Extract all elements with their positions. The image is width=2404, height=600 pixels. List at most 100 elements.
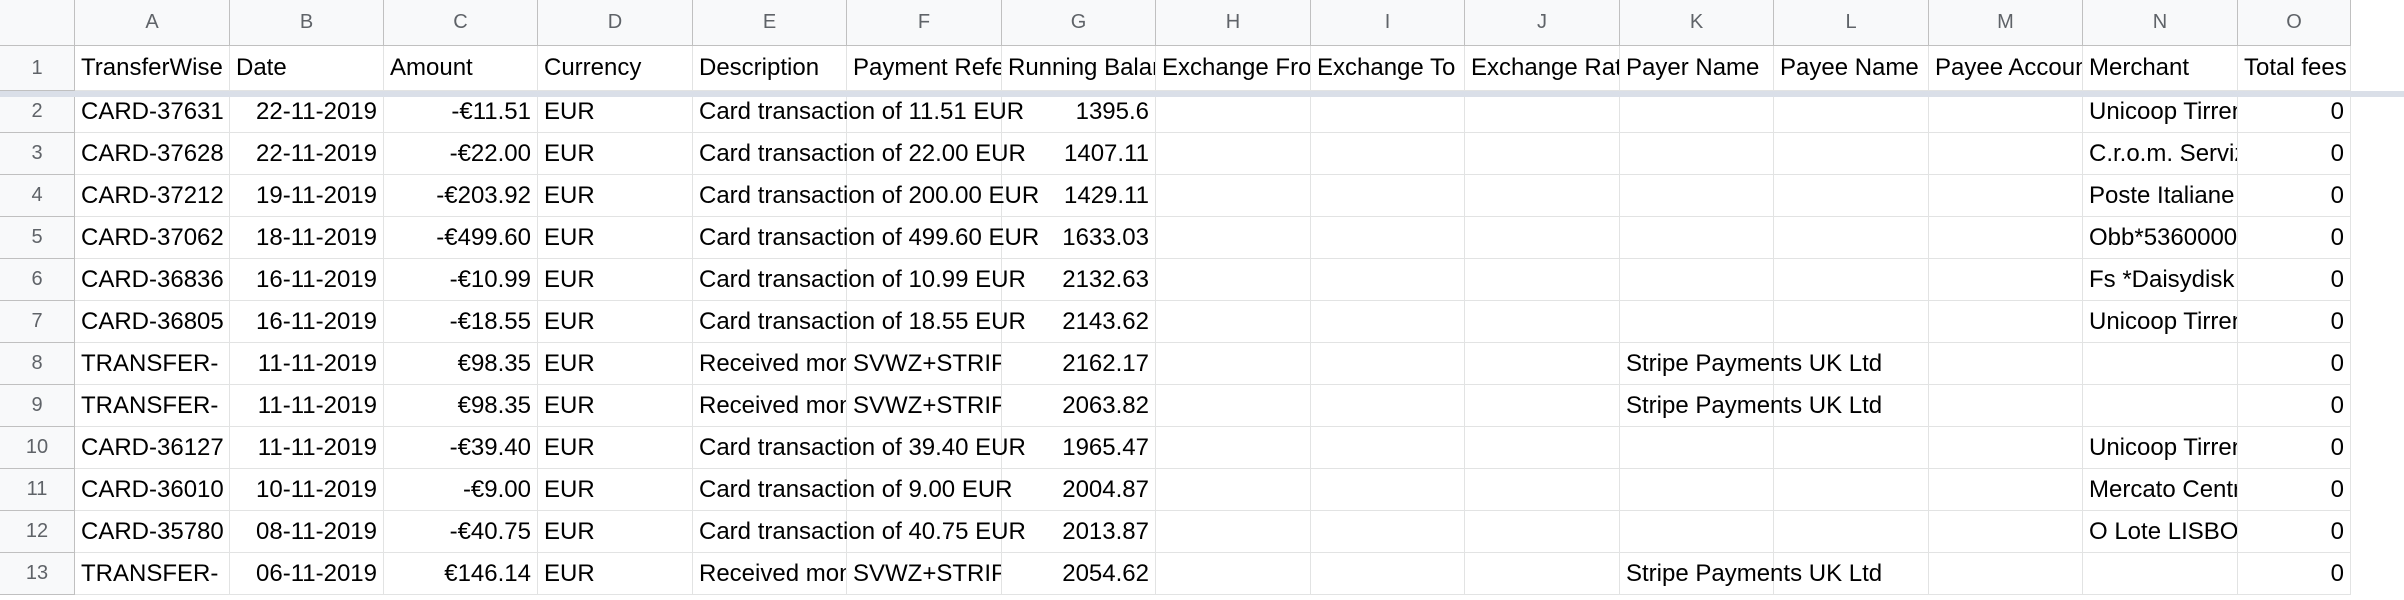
- cell-j[interactable]: Exchange Rate: [1465, 46, 1620, 91]
- cell-m[interactable]: [1929, 259, 2083, 301]
- cell-f[interactable]: [847, 469, 1002, 511]
- cell-m[interactable]: [1929, 511, 2083, 553]
- cell-j[interactable]: [1465, 175, 1620, 217]
- cell-e[interactable]: Card transaction of 18.55 EUR: [693, 301, 1026, 343]
- cell-d[interactable]: EUR: [538, 343, 693, 385]
- row-number[interactable]: 4: [0, 175, 75, 217]
- cell-m[interactable]: [1929, 301, 2083, 343]
- cell-g[interactable]: 1633.03: [1002, 217, 1156, 259]
- cell-i[interactable]: [1311, 553, 1465, 595]
- cell-m[interactable]: Payee Account Number: [1929, 46, 2083, 91]
- cell-o[interactable]: 0: [2238, 133, 2351, 175]
- cell-d[interactable]: EUR: [538, 469, 693, 511]
- cell-e[interactable]: Received money: [693, 343, 847, 385]
- cell-l[interactable]: [1774, 427, 1929, 469]
- cell-e[interactable]: Card transaction of 9.00 EUR: [693, 469, 1013, 511]
- cell-a[interactable]: CARD-36805: [75, 301, 230, 343]
- cell-b[interactable]: 16-11-2019: [230, 301, 384, 343]
- cell-h[interactable]: [1156, 217, 1311, 259]
- column-header-i[interactable]: I: [1311, 0, 1465, 46]
- cell-o[interactable]: 0: [2238, 217, 2351, 259]
- cell-b[interactable]: 19-11-2019: [230, 175, 384, 217]
- cell-n[interactable]: Mercato Centrale: [2083, 469, 2238, 511]
- cell-c[interactable]: -€10.99: [384, 259, 538, 301]
- cell-k[interactable]: [1620, 301, 1774, 343]
- cell-c[interactable]: Amount: [384, 46, 538, 91]
- cell-b[interactable]: 08-11-2019: [230, 511, 384, 553]
- cell-f[interactable]: SVWZ+STRIPE: [847, 343, 1002, 385]
- cell-o[interactable]: 0: [2238, 259, 2351, 301]
- cell-c[interactable]: -€39.40: [384, 427, 538, 469]
- cell-j[interactable]: [1465, 133, 1620, 175]
- cell-f[interactable]: [847, 427, 1002, 469]
- cell-b[interactable]: 16-11-2019: [230, 259, 384, 301]
- cell-n[interactable]: Merchant: [2083, 46, 2238, 91]
- cell-h[interactable]: [1156, 301, 1311, 343]
- cell-a[interactable]: CARD-35780: [75, 511, 230, 553]
- cell-l[interactable]: [1774, 385, 1929, 427]
- cell-l[interactable]: [1774, 469, 1929, 511]
- cell-j[interactable]: [1465, 511, 1620, 553]
- cell-i[interactable]: [1311, 511, 1465, 553]
- cell-a[interactable]: CARD-37062: [75, 217, 230, 259]
- cell-j[interactable]: [1465, 385, 1620, 427]
- cell-h[interactable]: [1156, 133, 1311, 175]
- cell-a[interactable]: TransferWise ID: [75, 46, 230, 91]
- cell-l[interactable]: [1774, 343, 1929, 385]
- cell-l[interactable]: [1774, 511, 1929, 553]
- cell-m[interactable]: [1929, 91, 2083, 133]
- row-number[interactable]: 7: [0, 301, 75, 343]
- cell-n[interactable]: C.r.o.m. Servizi: [2083, 133, 2238, 175]
- cell-m[interactable]: [1929, 427, 2083, 469]
- cell-c[interactable]: -€9.00: [384, 469, 538, 511]
- row-number[interactable]: 2: [0, 91, 75, 133]
- cell-n[interactable]: [2083, 385, 2238, 427]
- cell-h[interactable]: [1156, 427, 1311, 469]
- cell-j[interactable]: [1465, 259, 1620, 301]
- cell-g[interactable]: 2054.62: [1002, 553, 1156, 595]
- cell-b[interactable]: 11-11-2019: [230, 343, 384, 385]
- cell-h[interactable]: [1156, 385, 1311, 427]
- cell-a[interactable]: CARD-36010: [75, 469, 230, 511]
- cell-d[interactable]: Currency: [538, 46, 693, 91]
- cell-j[interactable]: [1465, 427, 1620, 469]
- cell-o[interactable]: 0: [2238, 385, 2351, 427]
- cell-f[interactable]: [847, 133, 1002, 175]
- cell-g[interactable]: 2143.62: [1002, 301, 1156, 343]
- cell-k[interactable]: Payer Name: [1620, 46, 1774, 91]
- cell-j[interactable]: [1465, 469, 1620, 511]
- cell-h[interactable]: [1156, 91, 1311, 133]
- cell-n[interactable]: Unicoop Tirreno: [2083, 427, 2238, 469]
- cell-e[interactable]: Card transaction of 11.51 EUR: [693, 91, 1024, 133]
- cell-d[interactable]: EUR: [538, 91, 693, 133]
- cell-b[interactable]: 22-11-2019: [230, 91, 384, 133]
- cell-e[interactable]: Card transaction of 499.60 EUR: [693, 217, 1039, 259]
- cell-d[interactable]: EUR: [538, 133, 693, 175]
- cell-n[interactable]: Unicoop Tirreno: [2083, 301, 2238, 343]
- cell-l[interactable]: [1774, 259, 1929, 301]
- cell-m[interactable]: [1929, 553, 2083, 595]
- cell-m[interactable]: [1929, 217, 2083, 259]
- cell-d[interactable]: EUR: [538, 427, 693, 469]
- cell-a[interactable]: CARD-37631: [75, 91, 230, 133]
- cell-b[interactable]: Date: [230, 46, 384, 91]
- row-number[interactable]: 13: [0, 553, 75, 595]
- cell-h[interactable]: [1156, 469, 1311, 511]
- select-all-corner[interactable]: [0, 0, 75, 46]
- column-header-n[interactable]: N: [2083, 0, 2238, 46]
- cell-b[interactable]: 11-11-2019: [230, 427, 384, 469]
- cell-a[interactable]: CARD-36127: [75, 427, 230, 469]
- cell-e[interactable]: Received money: [693, 385, 847, 427]
- cell-c[interactable]: -€40.75: [384, 511, 538, 553]
- cell-o[interactable]: Total fees: [2238, 46, 2351, 91]
- cell-b[interactable]: 22-11-2019: [230, 133, 384, 175]
- cell-h[interactable]: [1156, 259, 1311, 301]
- column-header-d[interactable]: D: [538, 0, 693, 46]
- cell-g[interactable]: 2063.82: [1002, 385, 1156, 427]
- cell-i[interactable]: [1311, 343, 1465, 385]
- cell-o[interactable]: 0: [2238, 469, 2351, 511]
- row-number[interactable]: 3: [0, 133, 75, 175]
- cell-d[interactable]: EUR: [538, 259, 693, 301]
- cell-d[interactable]: EUR: [538, 385, 693, 427]
- cell-k[interactable]: Stripe Payments UK Ltd: [1620, 343, 1882, 385]
